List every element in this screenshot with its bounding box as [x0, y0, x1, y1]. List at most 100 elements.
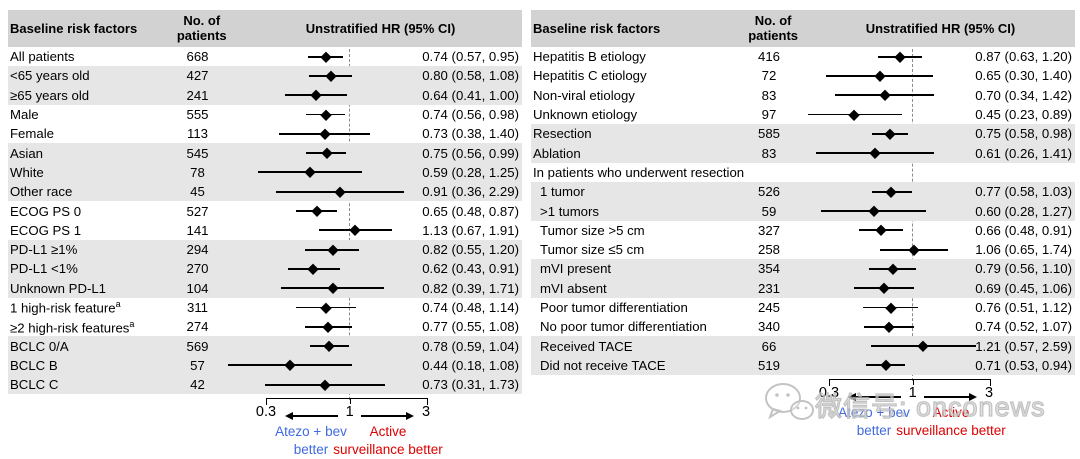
axis-tick-label: 3	[984, 385, 994, 402]
hr-point-diamond	[319, 128, 331, 140]
table-row: Tumor size ≤5 cm 258 1.06 (0.65, 1.74)	[531, 240, 1075, 259]
hr-point-diamond	[883, 321, 895, 333]
patients-count: 519	[757, 357, 780, 373]
hr-point-diamond	[323, 321, 334, 333]
risk-factor-label: Tumor size ≤5 cm	[531, 242, 736, 257]
hr-value: 0.65 (0.30, 1.40)	[975, 68, 1072, 84]
risk-factor-label-text: >1 tumors	[540, 203, 600, 219]
risk-factor-label-text: PD-L1 ≥1%	[10, 242, 78, 258]
hr-point-diamond	[310, 89, 322, 101]
direction-label-right-line: Active	[369, 424, 407, 440]
table-row: ECOG PS 1 141 1.13 (0.67, 1.91)	[8, 221, 522, 240]
footnote-marker: a	[115, 299, 121, 310]
ci-plot-cell	[235, 317, 415, 336]
table-row: Resection 585 0.75 (0.58, 0.98)	[531, 124, 1075, 144]
ci-plot-cell	[235, 105, 415, 124]
table-row: Asian 545 0.75 (0.56, 0.99)	[8, 143, 522, 163]
table-body: Hepatitis B etiology 416 0.87 (0.63, 1.20)…	[531, 47, 1075, 382]
hr-point-diamond	[887, 263, 899, 275]
column-header-no-of-patients: No. of patients	[748, 13, 799, 43]
risk-factor-label: mVI present	[531, 261, 736, 276]
hr-value: 0.74 (0.48, 1.14)	[422, 300, 519, 315]
risk-factor-label-text: White	[10, 164, 44, 180]
risk-factor-label-text: PD-L1 <1%	[10, 261, 78, 277]
hr-value: 0.69 (0.45, 1.06)	[975, 280, 1072, 296]
direction-label-left: Atezo + bev better	[248, 423, 374, 458]
risk-factor-label: Asian	[8, 146, 160, 161]
table-row: >1 tumors 59 0.60 (0.28, 1.27)	[531, 201, 1075, 221]
risk-factor-label: BCLC C	[8, 377, 160, 392]
hr-value: 0.59 (0.28, 1.25)	[422, 164, 519, 180]
left-arrow-icon	[285, 412, 338, 421]
hr-value: 0.80 (0.58, 1.08)	[422, 68, 519, 84]
direction-label-left: Atezo + bev better	[811, 404, 937, 439]
direction-label-right-line: Active	[932, 405, 970, 421]
axis-ref-tick	[912, 379, 914, 386]
risk-factor-label-text: ECOG PS 0	[10, 203, 82, 219]
patients-count: 258	[757, 242, 780, 258]
hr-value: 0.65 (0.48, 0.87)	[422, 203, 519, 219]
risk-factor-label-text: ECOG PS 1	[10, 222, 82, 238]
risk-factor-label: Did not receive TACE	[531, 358, 736, 373]
ci-plot-cell	[235, 375, 415, 394]
ci-plot-cell	[235, 182, 415, 201]
table-row: Male 555 0.74 (0.56, 0.98)	[8, 105, 522, 124]
patients-count: 354	[757, 261, 780, 277]
table-row: PD-L1 <1% 270 0.62 (0.43, 0.91)	[8, 259, 522, 279]
ci-plot-cell	[802, 66, 972, 85]
risk-factor-label: ≥65 years old	[8, 88, 160, 103]
patients-count: 78	[190, 164, 205, 180]
footnote-marker: a	[129, 318, 135, 329]
patients-count: 72	[761, 68, 777, 84]
patients-count: 104	[186, 280, 209, 296]
x-axis: 0.3 1 3 Atezo + bev better Active surveillance…	[256, 395, 443, 459]
risk-factor-label-text: BCLC B	[10, 357, 58, 373]
ci-plot-cell	[802, 201, 972, 220]
risk-factor-label-text: mVI absent	[540, 280, 607, 296]
hr-value: 1.06 (0.65, 1.74)	[975, 242, 1072, 258]
column-header-risk-factors: Baseline risk factors	[533, 21, 661, 36]
patients-count: 241	[186, 87, 209, 103]
risk-factor-label-text: ≥2 high-risk features	[10, 320, 130, 335]
axis-ref-tick	[349, 398, 351, 405]
hr-point-diamond	[885, 302, 896, 313]
risk-factor-label: Unknown PD-L1	[8, 281, 160, 296]
risk-factor-label-text: Hepatitis C etiology	[533, 68, 647, 84]
patients-count: 294	[186, 242, 209, 258]
risk-factor-label: Hepatitis C etiology	[531, 68, 736, 83]
patients-count: 416	[757, 49, 780, 65]
hr-value: 0.71 (0.53, 0.94)	[975, 357, 1072, 373]
patients-count: 527	[186, 203, 209, 219]
patients-count: 569	[186, 338, 209, 354]
hr-value: 0.79 (0.56, 1.10)	[975, 261, 1072, 277]
table-row: Female 113 0.73 (0.38, 1.40)	[8, 124, 522, 143]
right-arrow-icon	[361, 412, 414, 421]
risk-factor-label: Tumor size >5 cm	[531, 223, 736, 238]
hr-point-diamond	[334, 186, 346, 198]
risk-factor-label-text: Received TACE	[540, 338, 633, 354]
hr-value: 0.73 (0.31, 1.73)	[422, 377, 519, 393]
risk-factor-label: Poor tumor differentiation	[531, 300, 736, 315]
risk-factor-label: BCLC 0/A	[8, 339, 160, 354]
risk-factor-label-text: Did not receive TACE	[540, 357, 666, 373]
risk-factor-label: All patients	[8, 49, 160, 64]
hr-point-diamond	[319, 379, 331, 391]
hr-value: 0.45 (0.23, 0.89)	[975, 107, 1072, 123]
ci-plot-cell	[802, 298, 972, 317]
risk-factor-label-text: Resection	[533, 126, 592, 142]
direction-label-left-line: better	[856, 422, 892, 438]
hr-point-diamond	[308, 263, 319, 275]
table-row: ECOG PS 0 527 0.65 (0.48, 0.87)	[8, 201, 522, 220]
ci-plot-cell	[802, 182, 972, 201]
table-row: 1 high-risk featurea 311 0.74 (0.48, 1.14)	[8, 298, 522, 317]
risk-factor-label-text: Asian	[10, 145, 43, 161]
risk-factor-label: Ablation	[531, 146, 736, 161]
ci-plot-cell	[235, 124, 415, 143]
hr-point-diamond	[917, 340, 929, 352]
table-row: Non-viral etiology 83 0.70 (0.34, 1.42)	[531, 86, 1075, 105]
hr-point-diamond	[848, 109, 860, 120]
ci-plot-cell	[802, 356, 972, 375]
ci-plot-cell	[802, 240, 972, 259]
hr-point-diamond	[886, 186, 897, 198]
ci-plot-cell	[235, 143, 415, 162]
